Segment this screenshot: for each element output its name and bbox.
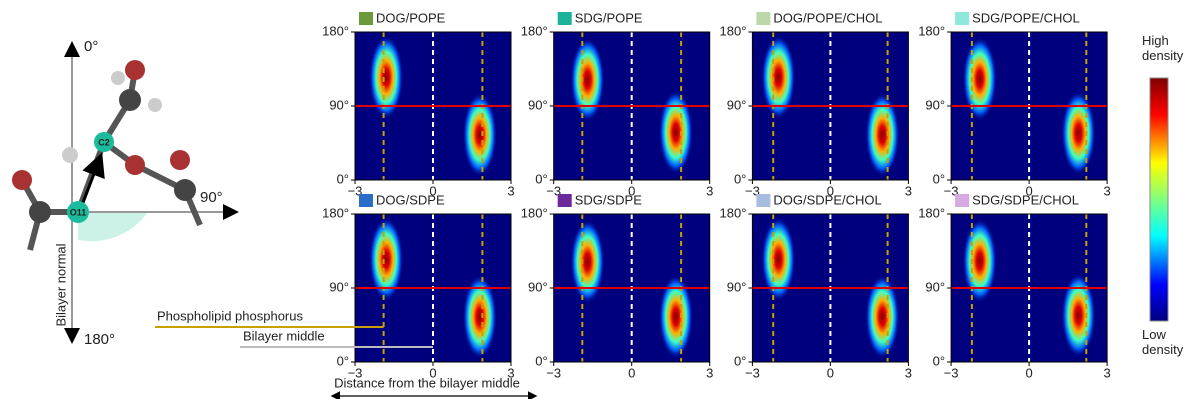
annotation: Bilayer middle xyxy=(243,328,325,343)
y-tick-label: 90° xyxy=(727,97,747,112)
panel-title: DOG/SDPE/CHOL xyxy=(773,192,881,207)
x-tick-label: 3 xyxy=(905,365,912,380)
atom-label: O11 xyxy=(70,207,87,217)
angle-label: 180° xyxy=(84,331,115,348)
density-peak xyxy=(1062,91,1096,175)
x-tick-label: 0 xyxy=(628,365,635,380)
legend-swatch xyxy=(359,194,373,207)
y-tick-label: 180° xyxy=(720,205,747,220)
y-tick-label: 90° xyxy=(925,279,945,294)
panel-title: SDG/POPE xyxy=(575,10,643,25)
molecule: O11 C2 0° 90° 180° Bilayer normal xyxy=(12,38,235,348)
y-tick-label: 180° xyxy=(322,23,349,38)
x-tick-label: 3 xyxy=(905,183,912,198)
panel-title: SDG/SDPE/CHOL xyxy=(972,192,1079,207)
panel-title: SDG/SDPE xyxy=(575,192,643,207)
density-peak xyxy=(659,90,693,174)
x-tick-label: 3 xyxy=(1103,183,1110,198)
legend-swatch xyxy=(558,194,572,207)
axis-label: Bilayer normal xyxy=(53,243,68,326)
panel-title: DOG/POPE/CHOL xyxy=(773,10,882,25)
panel-title: DOG/SDPE xyxy=(376,192,445,207)
x-axis-label: Distance from the bilayer middle xyxy=(334,375,520,390)
density-peak xyxy=(571,38,605,122)
annotation: Phospholipid phosphorus xyxy=(157,308,303,323)
y-tick-label: 90° xyxy=(925,97,945,112)
y-tick-label: 90° xyxy=(528,97,548,112)
y-tick-label: 90° xyxy=(329,97,349,112)
panel-title: DOG/POPE xyxy=(376,10,446,25)
figure: O11 C2 0° 90° 180° Bilayer normal DOG/PO… xyxy=(0,0,1190,399)
angle-label: 0° xyxy=(84,38,98,55)
y-tick-label: 90° xyxy=(329,279,349,294)
x-tick-label: 3 xyxy=(706,365,713,380)
y-tick-label: 180° xyxy=(918,23,945,38)
legend-swatch xyxy=(558,12,572,25)
density-peak xyxy=(571,220,605,304)
angle-label: 90° xyxy=(200,189,223,206)
density-peak xyxy=(1062,273,1096,357)
y-tick-label: 180° xyxy=(521,23,548,38)
x-tick-label: 3 xyxy=(706,183,713,198)
y-tick-label: 180° xyxy=(918,205,945,220)
y-tick-label: 90° xyxy=(528,279,548,294)
x-tick-label: −3 xyxy=(944,365,959,380)
legend-swatch xyxy=(955,194,969,207)
x-tick-label: 3 xyxy=(1103,365,1110,380)
legend-swatch xyxy=(756,12,770,25)
atom-label: C2 xyxy=(98,137,110,147)
legend-swatch xyxy=(756,194,770,207)
legend-swatch xyxy=(955,12,969,25)
x-tick-label: 0 xyxy=(1025,365,1032,380)
x-tick-label: 0 xyxy=(827,365,834,380)
y-tick-label: 180° xyxy=(720,23,747,38)
colorbar xyxy=(1150,78,1168,321)
x-tick-label: −3 xyxy=(546,365,561,380)
y-tick-label: 180° xyxy=(322,205,349,220)
density-peak xyxy=(963,219,997,303)
x-tick-label: −3 xyxy=(745,365,760,380)
panel-title: SDG/POPE/CHOL xyxy=(972,10,1080,25)
y-tick-label: 90° xyxy=(727,279,747,294)
legend-swatch xyxy=(359,12,373,25)
x-tick-label: 3 xyxy=(507,183,514,198)
density-peak xyxy=(963,37,997,121)
y-tick-label: 180° xyxy=(521,205,548,220)
